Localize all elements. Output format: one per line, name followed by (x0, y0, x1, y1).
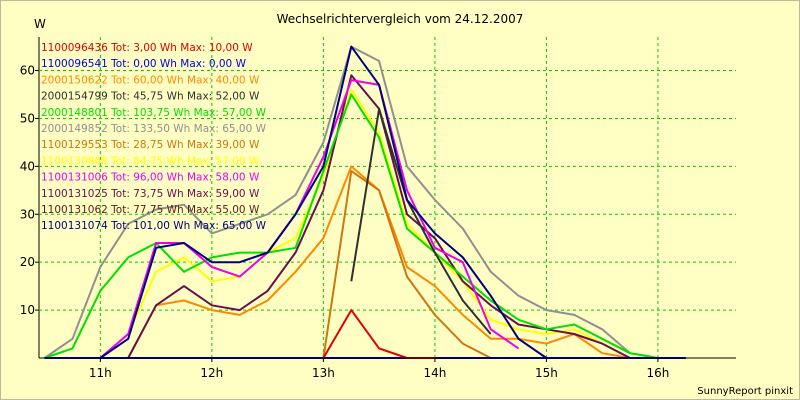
legend-entry: 2000148801 Tot: 103,75 Wh Max: 57,00 W (41, 107, 267, 119)
legend-entry: 1100096541 Tot: 0,00 Wh Max: 0,00 W (41, 58, 247, 70)
y-tick-label: 60 (20, 64, 35, 78)
legend-entry: 1100129553 Tot: 28,75 Wh Max: 39,00 W (41, 139, 260, 151)
legend-entry: 1100131074 Tot: 101,00 Wh Max: 65,00 W (41, 220, 267, 232)
x-tick-label: 16h (646, 366, 669, 380)
y-tick-label: 50 (20, 111, 35, 125)
series-line-8 (99, 79, 520, 359)
legend-entry: 2000150622 Tot: 60,00 Wh Max: 40,00 W (41, 74, 260, 86)
series-line-2 (100, 165, 631, 359)
y-tick-label: 40 (20, 159, 35, 173)
y-tick-label: 30 (20, 207, 35, 221)
y-tick-label: 20 (20, 255, 35, 269)
y-axis-label: W (34, 17, 46, 31)
legend-entry: 1100130868 Tot: 84,75 Wh Max: 57,00 W (41, 155, 260, 167)
series-line-3 (350, 107, 492, 335)
series-line-6 (295, 170, 492, 359)
legend-entry: 1100131025 Tot: 73,75 Wh Max: 59,00 W (41, 188, 260, 200)
series-line-7 (99, 88, 631, 359)
y-tick-label: 10 (20, 303, 35, 317)
series-line-4 (44, 93, 686, 359)
footer-text: SunnyReport pinxit (697, 386, 793, 397)
legend-entry: 1100131062 Tot: 77,75 Wh Max: 55,00 W (41, 204, 260, 216)
x-tick-label: 15h (535, 366, 558, 380)
legend-entry: 2000149852 Tot: 133,50 Wh Max: 65,00 W (41, 123, 267, 135)
chart-title: Wechselrichtervergleich vom 24.12.2007 (277, 12, 524, 26)
legend-entry: 2000154799 Tot: 45,75 Wh Max: 52,00 W (41, 91, 260, 103)
series-line-5 (44, 45, 686, 359)
legend-entry: 1100131006 Tot: 96,00 Wh Max: 58,00 W (41, 172, 260, 184)
x-tick-label: 14h (423, 366, 446, 380)
series-line-0 (322, 309, 435, 359)
legend-entry: 1100096436 Tot: 3,00 Wh Max: 10,00 W (41, 42, 253, 54)
x-tick-label: 11h (89, 366, 112, 380)
x-tick-label: 12h (200, 366, 223, 380)
series-line-11 (99, 45, 547, 359)
x-tick-label: 13h (312, 366, 335, 380)
